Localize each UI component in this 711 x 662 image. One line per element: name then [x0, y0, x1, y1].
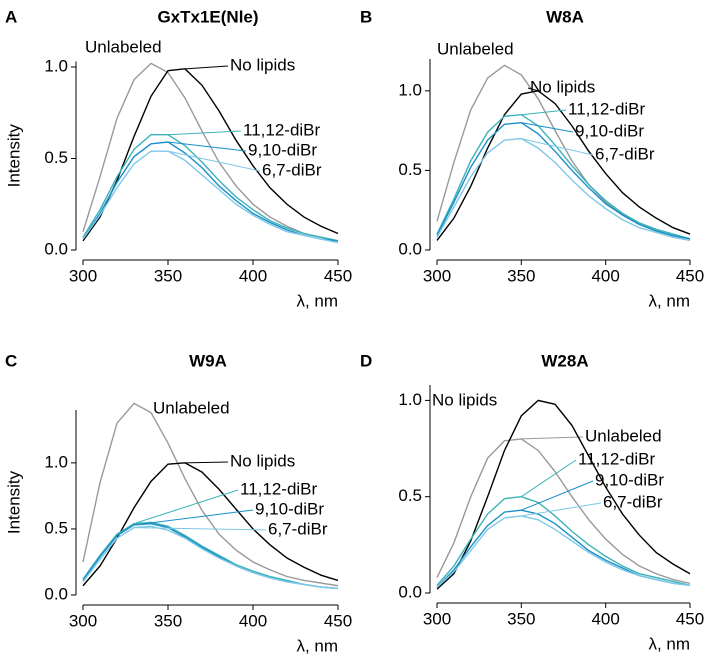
leader-line [133, 527, 267, 531]
y-tick-label: 0.5 [398, 486, 422, 505]
series-label: 6,7-diBr [603, 492, 663, 511]
series-line [82, 150, 339, 244]
series-label: No lipids [230, 55, 295, 74]
series-label: Unlabeled [585, 426, 662, 445]
x-tick-label: 450 [324, 611, 352, 630]
x-tick-label: 400 [591, 266, 619, 285]
x-axis-label: λ, nm [648, 634, 690, 653]
x-tick-label: 300 [69, 611, 97, 630]
x-tick-label: 300 [423, 266, 451, 285]
series-label: 11,12-diBr [243, 120, 321, 139]
y-tick-label: 1.0 [398, 390, 422, 409]
series-label: Unlabeled [153, 398, 230, 417]
y-tick-label: 0.0 [398, 582, 422, 601]
series-line [82, 141, 339, 242]
series-line [436, 399, 691, 590]
series-label: No lipids [230, 451, 295, 470]
y-tick-label: 0.0 [44, 584, 68, 603]
y-tick-label: 0.0 [398, 239, 422, 258]
leader-line [521, 138, 594, 156]
y-tick-label: 0.0 [44, 239, 68, 258]
x-tick-label: 350 [154, 611, 182, 630]
chart-title: W9A [189, 351, 227, 370]
series-label: 9,10-diBr [248, 140, 317, 159]
series-line [82, 402, 339, 587]
leader-line [184, 65, 229, 70]
chart-title: W28A [541, 351, 588, 370]
series-label: 9,10-diBr [595, 470, 664, 489]
x-axis-label: λ, nm [648, 291, 690, 310]
y-tick-label: 1.0 [398, 80, 422, 99]
panel-letter: C [5, 351, 17, 370]
x-tick-label: 350 [507, 266, 535, 285]
series-line [436, 495, 691, 586]
x-tick-label: 300 [423, 609, 451, 628]
y-tick-label: 0.5 [44, 518, 68, 537]
panel-letter: D [360, 351, 372, 370]
chart-title: W8A [546, 7, 584, 26]
y-tick-label: 1.0 [44, 56, 68, 75]
series-label: Unlabeled [437, 39, 514, 58]
leader-line [521, 480, 594, 511]
series-line [82, 525, 339, 590]
x-tick-label: 350 [507, 609, 535, 628]
leader-line [133, 489, 239, 525]
leader-line [521, 109, 567, 116]
leader-line [167, 130, 242, 136]
series-label: 11,12-diBr [568, 99, 646, 118]
y-axis-label: Intensity [4, 470, 23, 534]
y-tick-label: 1.0 [44, 452, 68, 471]
series-label: No lipids [432, 390, 497, 409]
series-line [436, 121, 691, 240]
series-label: 11,12-diBr [578, 449, 656, 468]
series-label: 6,7-diBr [268, 519, 328, 538]
leader-line [521, 502, 602, 517]
series-label: 6,7-diBr [262, 160, 322, 179]
x-axis-label: λ, nm [296, 291, 338, 310]
x-tick-label: 300 [69, 266, 97, 285]
leader-line [521, 436, 584, 440]
panel-letter: B [360, 7, 372, 26]
leader-line [167, 141, 247, 152]
series-line [436, 137, 691, 242]
y-axis-label: Intensity [4, 124, 23, 188]
x-tick-label: 450 [324, 266, 352, 285]
series-line [82, 68, 339, 242]
x-tick-label: 400 [239, 266, 267, 285]
chart-title: GxTx1E(Nle) [157, 7, 258, 26]
x-tick-label: 400 [591, 609, 619, 628]
series-line [436, 113, 691, 240]
series-line [436, 90, 691, 241]
series-label: 9,10-diBr [255, 499, 324, 518]
x-tick-label: 450 [676, 266, 704, 285]
series-label: 9,10-diBr [575, 121, 644, 140]
series-label: 6,7-diBr [595, 144, 655, 163]
series-label: No lipids [530, 77, 595, 96]
leader-line [133, 509, 254, 526]
series-line [82, 462, 339, 587]
series-line [82, 134, 339, 242]
x-tick-label: 350 [154, 266, 182, 285]
series-label: 11,12-diBr [240, 479, 318, 498]
x-axis-label: λ, nm [296, 636, 338, 655]
series-line [436, 515, 691, 588]
y-tick-label: 0.5 [44, 148, 68, 167]
leader-line [184, 461, 229, 464]
leader-line [521, 122, 574, 133]
x-tick-label: 450 [676, 609, 704, 628]
x-tick-label: 400 [239, 611, 267, 630]
leader-line [521, 459, 577, 498]
panel-letter: A [5, 7, 17, 26]
series-line [436, 438, 691, 585]
y-tick-label: 0.5 [398, 160, 422, 179]
leader-line [527, 87, 539, 92]
series-label: Unlabeled [85, 37, 162, 56]
leader-line [167, 150, 261, 172]
